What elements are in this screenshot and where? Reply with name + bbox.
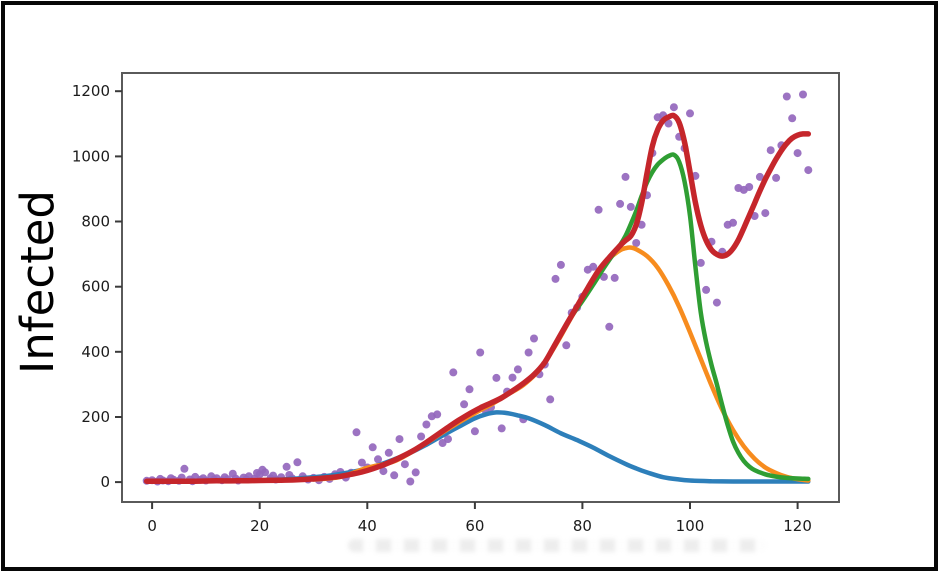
- y-tick-label: 200: [81, 408, 110, 426]
- scatter-point: [772, 173, 781, 182]
- scatter-point: [417, 432, 426, 441]
- scatter-point: [433, 410, 442, 419]
- scatter-point: [761, 209, 770, 218]
- scatter-point: [664, 119, 673, 128]
- scatter-point: [702, 285, 711, 294]
- scatter-point: [492, 373, 501, 382]
- scatter-point: [374, 455, 382, 464]
- scatter-point: [669, 103, 678, 112]
- scatter-point: [804, 166, 813, 175]
- scatter-point: [621, 172, 630, 181]
- x-tick-label: 60: [465, 517, 484, 535]
- scatter-point: [696, 258, 705, 267]
- scatter-point: [729, 218, 737, 227]
- scatter-point: [605, 322, 614, 331]
- scatter-point: [261, 468, 270, 477]
- scatter-point: [513, 365, 522, 374]
- scatter-point: [400, 460, 409, 469]
- scatter-point: [745, 183, 754, 191]
- x-tick-label: 100: [676, 517, 705, 535]
- x-tick-label: 40: [358, 517, 377, 535]
- scatter-point: [766, 146, 775, 155]
- scatter-point: [368, 443, 377, 452]
- scatter-point: [444, 435, 452, 444]
- scatter-point: [379, 467, 388, 476]
- scatter-point: [755, 172, 764, 181]
- x-tick-label: 20: [250, 517, 269, 535]
- scatter-point: [686, 109, 694, 118]
- scatter-point: [384, 448, 393, 457]
- scatter-point: [411, 468, 420, 477]
- wave-1-component-curve: [144, 410, 811, 484]
- scatter-point: [476, 348, 485, 357]
- y-tick-label: 800: [81, 213, 110, 231]
- scatter-point: [530, 334, 538, 343]
- y-tick-label: 600: [81, 278, 110, 296]
- scatter-point: [293, 458, 302, 467]
- scatter-point: [562, 341, 571, 350]
- x-tick-label: 80: [573, 517, 592, 535]
- scatter-point: [390, 471, 399, 480]
- scatter-point: [180, 464, 189, 473]
- scatter-point: [460, 400, 469, 409]
- scatter-point: [470, 427, 479, 436]
- y-tick-label: 400: [81, 343, 110, 361]
- x-tick-label: 120: [783, 517, 812, 535]
- scatter-point: [508, 373, 517, 382]
- scatter-point: [610, 273, 619, 282]
- scatter-point: [497, 424, 506, 433]
- scatter-point: [524, 348, 533, 357]
- scatter-point: [626, 202, 635, 211]
- scatter-point: [594, 205, 603, 214]
- scatter-point: [546, 395, 555, 404]
- y-axis-label: Infected: [11, 190, 64, 374]
- observed-infected-points: [142, 90, 813, 486]
- scatter-point: [282, 462, 291, 471]
- scatter-point: [352, 428, 361, 437]
- scatter-point: [551, 274, 560, 283]
- erased-caption-smudge: [348, 539, 768, 552]
- x-tick-label: 0: [147, 517, 157, 535]
- scatter-point: [449, 368, 458, 377]
- scatter-point: [556, 260, 565, 269]
- y-tick-label: 0: [100, 473, 110, 491]
- scatter-point: [616, 199, 625, 208]
- scatter-point: [782, 92, 791, 101]
- scatter-point: [406, 477, 415, 486]
- scatter-point: [395, 435, 404, 444]
- wave-3-component-curve: [569, 152, 811, 482]
- scatter-point: [422, 420, 431, 429]
- scatter-point: [799, 90, 807, 99]
- scatter-point: [788, 114, 797, 123]
- scatter-point: [465, 385, 474, 394]
- scatter-point: [712, 298, 721, 307]
- scatter-point: [632, 239, 641, 247]
- scatter-point: [357, 458, 366, 467]
- y-tick-label: 1000: [72, 147, 110, 165]
- y-tick-label: 1200: [72, 82, 110, 100]
- total-fit-curve: [143, 112, 812, 484]
- scatter-point: [793, 149, 802, 158]
- scatter-point: [589, 262, 598, 271]
